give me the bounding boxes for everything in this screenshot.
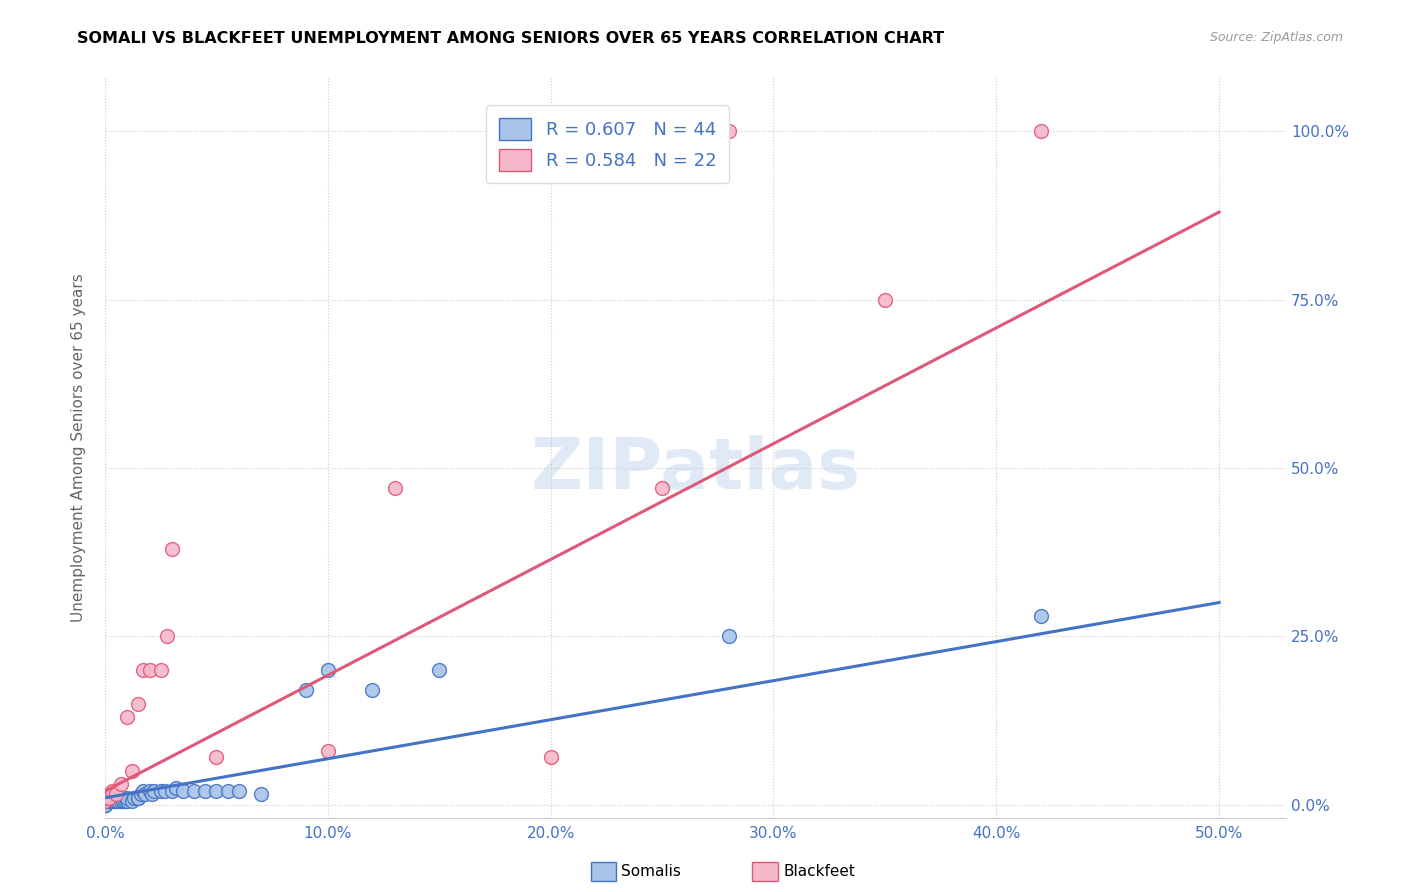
Point: [127, 697, 149, 711]
Point: [98, 790, 121, 805]
Point: [94, 797, 117, 812]
Point: [149, 663, 172, 677]
Point: [121, 764, 143, 778]
Point: [143, 784, 166, 798]
Point: [149, 784, 172, 798]
Point: [94, 794, 117, 808]
Point: [217, 784, 239, 798]
Point: [156, 629, 179, 643]
Text: ZIPatlas: ZIPatlas: [530, 435, 860, 505]
Point: [114, 794, 136, 808]
Point: [129, 788, 152, 802]
Point: [127, 790, 149, 805]
Point: [138, 663, 160, 677]
Point: [384, 481, 406, 495]
Point: [138, 784, 160, 798]
Point: [132, 663, 155, 677]
Point: [117, 794, 139, 808]
Legend: R = 0.607   N = 44, R = 0.584   N = 22: R = 0.607 N = 44, R = 0.584 N = 22: [486, 105, 728, 184]
Point: [205, 750, 228, 764]
Text: Somalis: Somalis: [621, 864, 682, 879]
Point: [153, 784, 176, 798]
Point: [122, 790, 145, 805]
Point: [121, 794, 143, 808]
Point: [94, 790, 117, 805]
Point: [132, 784, 155, 798]
Point: [183, 784, 205, 798]
Point: [94, 794, 117, 808]
Point: [540, 750, 562, 764]
Point: [427, 663, 450, 677]
Point: [165, 780, 187, 795]
Point: [316, 663, 339, 677]
Point: [110, 794, 132, 808]
Point: [103, 794, 125, 808]
Point: [134, 788, 156, 802]
Text: Blackfeet: Blackfeet: [783, 864, 855, 879]
Point: [1029, 124, 1052, 138]
Point: [228, 784, 250, 798]
Point: [717, 629, 740, 643]
Point: [100, 784, 122, 798]
Point: [127, 790, 149, 805]
Point: [105, 788, 128, 802]
Point: [110, 777, 132, 791]
Point: [98, 794, 121, 808]
Point: [316, 744, 339, 758]
Y-axis label: Unemployment Among Seniors over 65 years: Unemployment Among Seniors over 65 years: [72, 273, 86, 622]
Point: [94, 797, 117, 812]
Point: [100, 794, 122, 808]
Point: [94, 797, 117, 812]
Point: [651, 481, 673, 495]
Point: [117, 790, 139, 805]
Point: [111, 794, 134, 808]
Point: [160, 541, 183, 556]
Point: [194, 784, 217, 798]
Point: [873, 293, 896, 307]
Point: [94, 797, 117, 812]
Point: [1029, 609, 1052, 624]
Point: [100, 790, 122, 805]
Point: [717, 124, 740, 138]
Point: [250, 788, 273, 802]
Point: [205, 784, 228, 798]
Point: [107, 794, 129, 808]
Point: [141, 788, 163, 802]
Text: SOMALI VS BLACKFEET UNEMPLOYMENT AMONG SENIORS OVER 65 YEARS CORRELATION CHART: SOMALI VS BLACKFEET UNEMPLOYMENT AMONG S…: [77, 31, 945, 46]
Point: [117, 710, 139, 724]
Text: Source: ZipAtlas.com: Source: ZipAtlas.com: [1209, 31, 1343, 45]
Point: [361, 683, 384, 698]
Point: [160, 784, 183, 798]
Point: [98, 794, 121, 808]
Point: [172, 784, 194, 798]
Point: [294, 683, 316, 698]
Point: [105, 794, 128, 808]
